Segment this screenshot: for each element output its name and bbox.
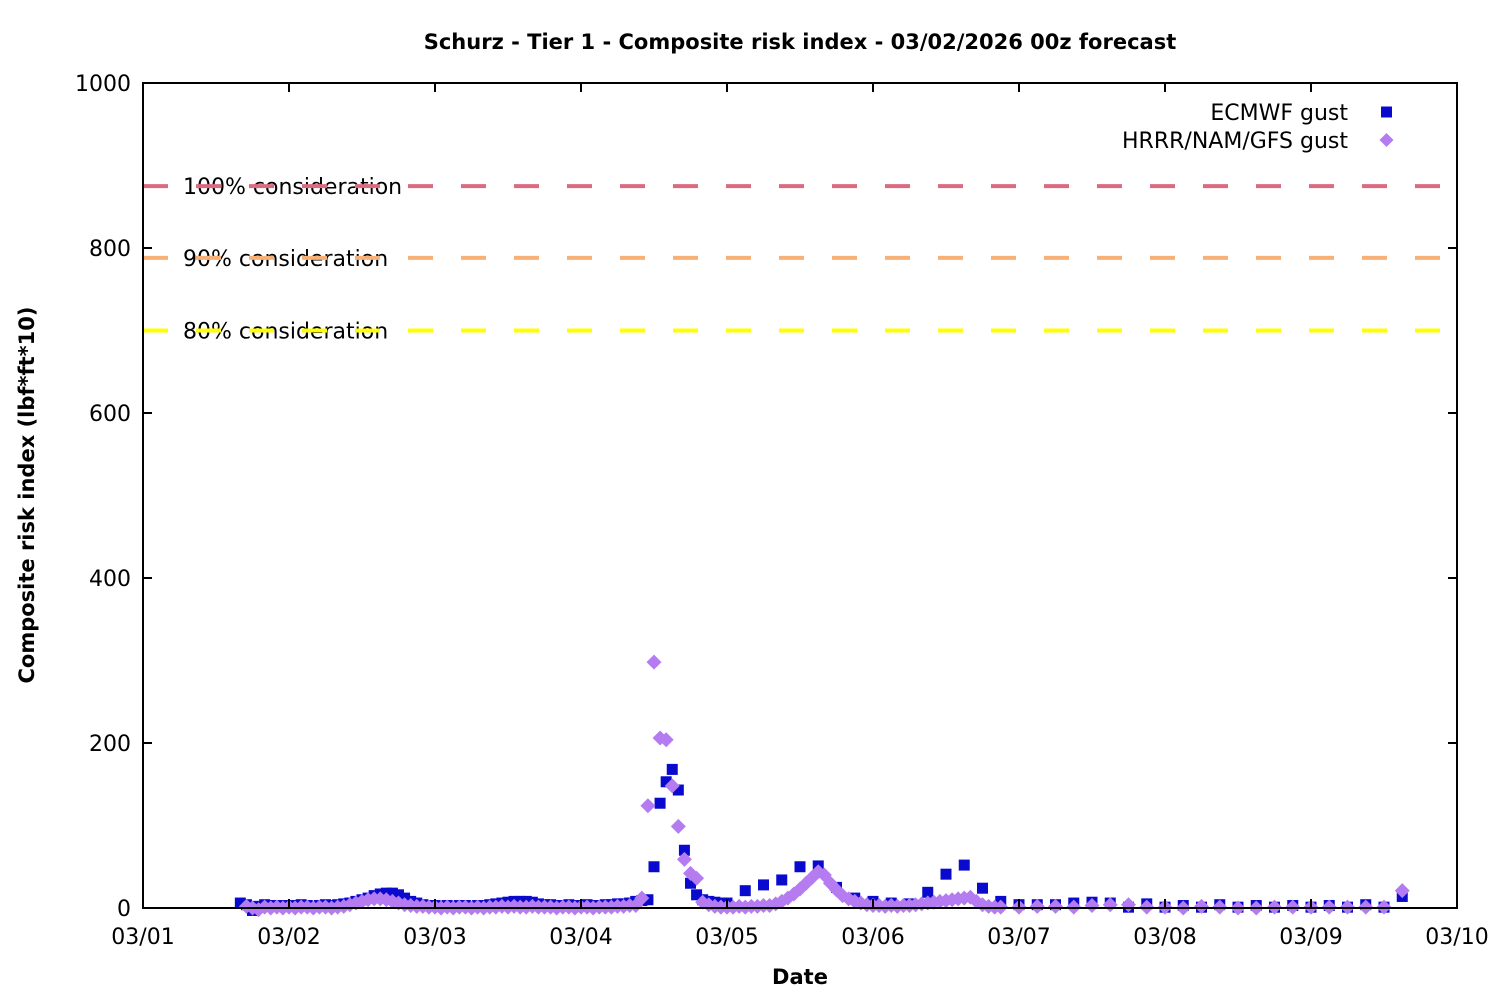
legend-label: ECMWF gust [1210,101,1348,126]
threshold-100pct: 100% consideration [143,175,1457,200]
threshold-90pct: 90% consideration [143,247,1457,272]
x-tick-label: 03/08 [1133,925,1196,950]
legend-label: HRRR/NAM/GFS gust [1122,129,1348,154]
plot-border [142,82,1458,909]
legend-marker-square-icon [1381,106,1392,118]
chart-title: Schurz - Tier 1 - Composite risk index -… [423,30,1177,54]
x-tick-label: 03/03 [403,925,466,950]
y-tick-label: 800 [89,237,131,262]
y-tick-label: 0 [117,897,131,922]
x-tick-label: 03/02 [257,925,320,950]
y-tick-label: 1000 [75,72,131,97]
x-tick-label: 03/07 [987,925,1050,950]
threshold-80pct: 80% consideration [143,320,1457,345]
x-axis-label: Date [772,965,828,989]
series-hrrr-nam-gfs-gust [238,654,1410,918]
x-tick-label: 03/01 [111,925,174,950]
legend-marker-diamond-icon [1379,133,1394,147]
x-tick-label: 03/10 [1425,925,1488,950]
x-tick-label: 03/09 [1279,925,1342,950]
x-tick-label: 03/04 [549,925,612,950]
y-tick-label: 400 [89,567,131,592]
x-tick-label: 03/06 [841,925,904,950]
legend: ECMWF gust HRRR/NAM/GFS gust [1122,101,1394,154]
y-tick-label: 200 [89,732,131,757]
x-tick-label: 03/05 [695,925,758,950]
y-tick-label: 600 [89,402,131,427]
series-ecmwf-gust [234,763,1408,916]
